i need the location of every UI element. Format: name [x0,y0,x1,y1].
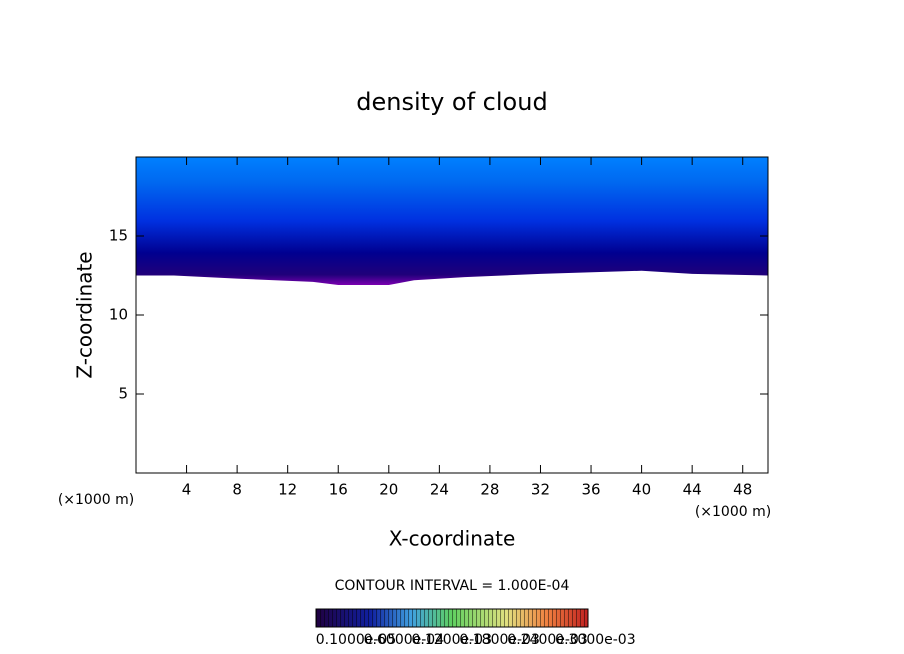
x-tick-label: 16 [329,481,348,499]
colorbar-frame [315,608,589,628]
x-tick-label: 20 [379,481,398,499]
x-tick-label: 40 [632,481,651,499]
x-tick-label: 4 [182,481,192,499]
colorbar-label: 0.2400e-03 [507,632,587,648]
colorbar-label: 0.1000e-05 [316,632,396,648]
x-tick-label: 12 [278,481,297,499]
chart-title: density of cloud [356,88,547,116]
contour-interval: CONTOUR INTERVAL = 1.000E-04 [335,578,570,594]
x-tick-label: 24 [430,481,449,499]
colorbar-label: 0.6000e-04 [364,632,445,648]
x-tick-label: 28 [480,481,499,499]
colorbar-label: 0.3000e-03 [555,632,635,648]
colorbar-label: 0.1200e-03 [412,632,492,648]
y-tick-label: 15 [109,227,128,245]
cloud-field [136,157,768,285]
x-unit-label: (×1000 m) [58,492,134,508]
y-tick-label: 10 [109,306,128,324]
x-tick-label: 8 [232,481,242,499]
y-axis-label: Z-coordinate [73,251,97,378]
x-unit-label: (×1000 m) [695,504,771,520]
x-tick-label: 32 [531,481,550,499]
x-axis-label: X-coordinate [389,527,516,551]
x-tick-label: 44 [683,481,702,499]
y-tick-label: 5 [118,385,128,403]
x-tick-label: 48 [733,481,752,499]
x-tick-label: 36 [581,481,600,499]
colorbar-label: 0.1800e-03 [459,632,539,648]
